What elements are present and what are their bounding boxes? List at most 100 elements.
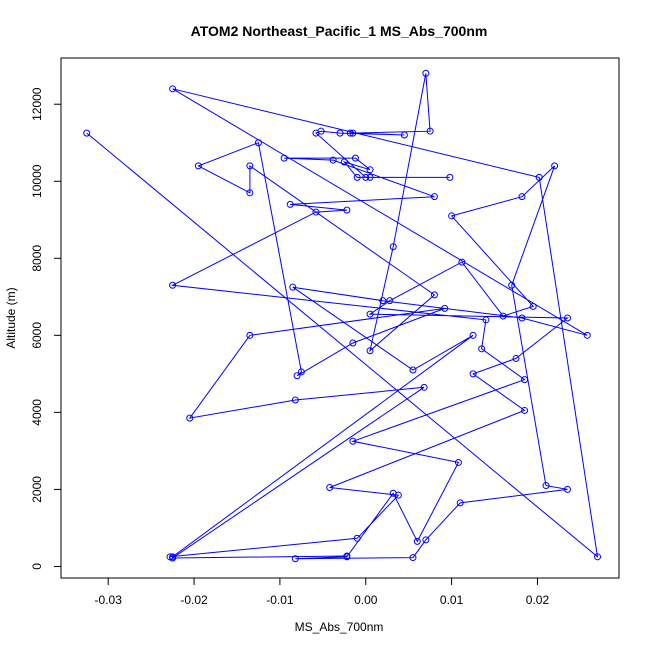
data-point	[448, 212, 456, 220]
data-point	[366, 173, 374, 181]
plot-frame	[60, 57, 620, 579]
data-point	[426, 127, 434, 135]
data-point	[353, 173, 361, 181]
data-point	[346, 129, 354, 137]
x-tick-label: -0.02	[180, 593, 208, 607]
data-point	[329, 156, 337, 164]
data-point	[254, 139, 262, 147]
data-series	[83, 69, 602, 563]
data-point	[343, 553, 351, 561]
data-point	[430, 193, 438, 201]
data-point	[349, 339, 357, 347]
data-point	[551, 162, 559, 170]
y-tick-label: 12000	[30, 87, 44, 121]
data-point	[194, 162, 202, 170]
data-point	[186, 414, 194, 422]
data-point	[362, 173, 370, 181]
data-point	[422, 536, 430, 544]
y-axis-label: Altitude (m)	[4, 287, 18, 348]
data-point	[246, 189, 254, 197]
data-point	[400, 131, 408, 139]
data-point	[409, 366, 417, 374]
data-point	[458, 258, 466, 266]
data-point	[366, 347, 374, 355]
data-point	[169, 553, 177, 561]
data-point	[535, 173, 543, 181]
y-tick-label: 10000	[30, 164, 44, 198]
data-point	[349, 437, 357, 445]
y-tick-label: 8000	[30, 245, 44, 272]
data-point	[420, 383, 428, 391]
data-point	[291, 396, 299, 404]
data-point	[389, 243, 397, 251]
data-point	[326, 483, 334, 491]
data-point	[336, 129, 344, 137]
data-point	[478, 345, 486, 353]
data-point	[521, 406, 529, 414]
data-point	[409, 554, 417, 562]
data-point	[246, 331, 254, 339]
data-point	[469, 331, 477, 339]
data-point	[508, 281, 516, 289]
chart-title: ATOM2 Northeast_Pacific_1 MS_Abs_700nm	[191, 23, 488, 39]
data-point	[594, 553, 602, 561]
y-tick-label: 0	[30, 563, 44, 570]
data-point	[366, 310, 374, 318]
data-point	[366, 166, 374, 174]
x-tick-label: 0.02	[526, 593, 550, 607]
x-axis: -0.03 -0.02 -0.01 0.00 0.01 0.02	[95, 578, 550, 607]
x-tick-label: -0.03	[95, 593, 123, 607]
data-point	[529, 302, 537, 310]
data-point	[542, 482, 550, 490]
data-point	[583, 331, 591, 339]
data-point	[297, 368, 305, 376]
data-point	[312, 129, 320, 137]
data-point	[289, 283, 297, 291]
data-point	[469, 370, 477, 378]
data-point	[456, 499, 464, 507]
data-point	[349, 129, 357, 137]
y-tick-label: 2000	[30, 476, 44, 503]
y-tick-label: 6000	[30, 322, 44, 349]
data-point	[291, 555, 299, 563]
series-line	[86, 73, 599, 560]
data-point	[413, 537, 421, 545]
data-point	[394, 491, 402, 499]
data-point	[518, 314, 526, 322]
data-point	[351, 154, 359, 162]
data-point	[166, 553, 174, 561]
data-point	[563, 485, 571, 493]
data-point	[512, 354, 520, 362]
x-tick-label: 0.01	[440, 593, 464, 607]
data-point	[280, 154, 288, 162]
data-point	[446, 173, 454, 181]
x-axis-label: MS_Abs_700nm	[295, 620, 384, 634]
data-point	[169, 281, 177, 289]
data-point	[312, 208, 320, 216]
data-point	[343, 206, 351, 214]
data-point	[246, 162, 254, 170]
data-point	[441, 304, 449, 312]
data-point	[454, 458, 462, 466]
data-point	[386, 297, 394, 305]
data-point	[340, 158, 348, 166]
data-point	[353, 534, 361, 542]
data-point	[83, 129, 91, 137]
data-point	[499, 312, 507, 320]
data-point	[286, 200, 294, 208]
x-tick-label: 0.00	[354, 593, 378, 607]
data-point	[430, 291, 438, 299]
y-axis: 0 2000 4000 6000 8000 10000 12000	[30, 87, 61, 570]
y-tick-label: 4000	[30, 399, 44, 426]
data-point	[169, 85, 177, 93]
data-point	[482, 316, 490, 324]
data-point	[379, 297, 387, 305]
x-tick-label: -0.01	[266, 593, 294, 607]
data-point	[422, 69, 430, 77]
data-point	[518, 193, 526, 201]
data-point	[521, 376, 529, 384]
data-point	[293, 372, 301, 380]
data-point	[563, 314, 571, 322]
